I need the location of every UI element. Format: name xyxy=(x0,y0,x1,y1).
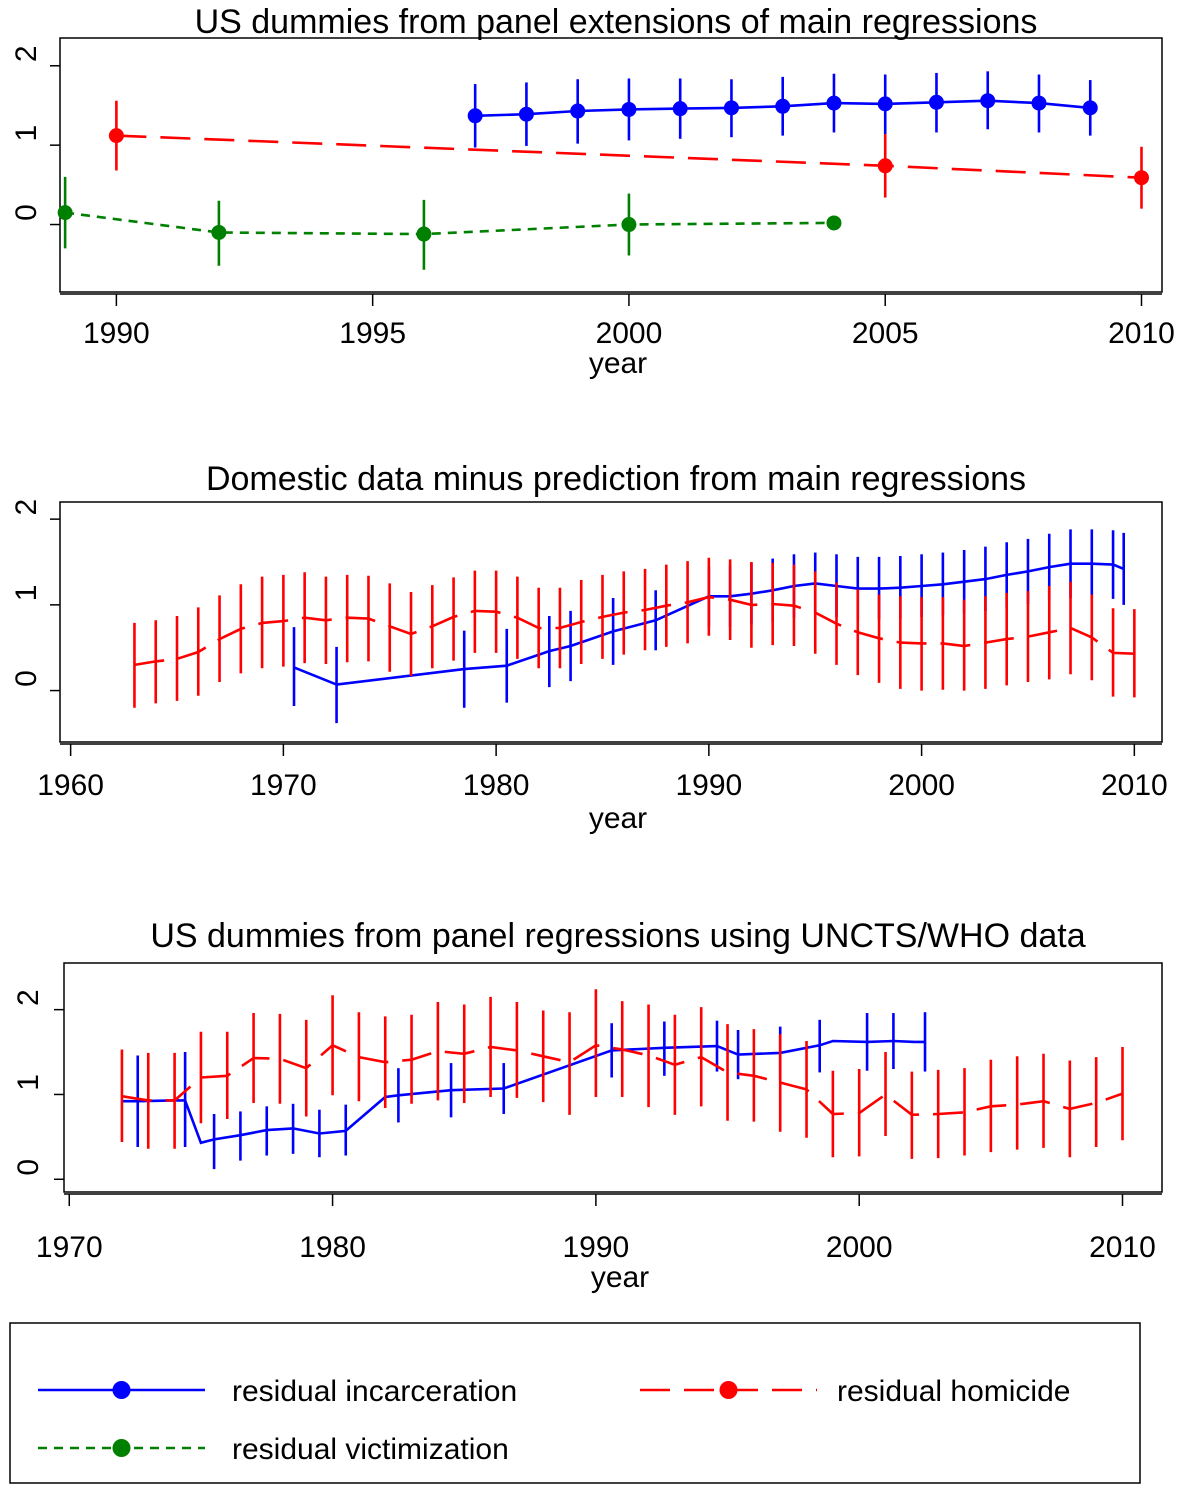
x-tick-label: 1990 xyxy=(563,1231,630,1264)
legend: residual incarceration residual homicide r… xyxy=(9,1322,1141,1484)
legend-marker-homicide xyxy=(719,1381,738,1399)
panel-domestic-data-minus-prediction: Domestic data minus prediction from main… xyxy=(10,460,1168,835)
y-tick-label: 0 xyxy=(12,1159,45,1176)
series-line-homicide xyxy=(134,595,1135,667)
x-axis-label: year xyxy=(589,347,647,380)
y-tick-label: 0 xyxy=(10,204,43,221)
data-point-incarceration xyxy=(518,106,534,122)
series-homicide xyxy=(108,100,1149,209)
data-point-incarceration xyxy=(672,101,688,117)
x-tick-label: 1990 xyxy=(675,769,742,802)
x-tick-label: 1990 xyxy=(83,317,150,350)
data-point-incarceration xyxy=(467,108,483,124)
series-incarceration xyxy=(467,71,1098,148)
series-incarceration xyxy=(121,1012,927,1170)
series-homicide xyxy=(133,557,1136,708)
plot-area xyxy=(59,501,1163,743)
data-point-victimization xyxy=(416,226,432,242)
legend-label-victimization: residual victimization xyxy=(232,1433,509,1466)
data-point-incarceration xyxy=(980,93,996,109)
series-line-homicide xyxy=(121,1043,1123,1117)
x-tick-label: 2005 xyxy=(852,317,919,350)
panel-uncts-who-dummies: US dummies from panel regressions using … xyxy=(12,917,1163,1294)
chart-title: Domestic data minus prediction from main… xyxy=(206,460,1026,498)
x-tick-label: 1980 xyxy=(463,769,530,802)
y-tick-label: 0 xyxy=(10,670,43,687)
x-tick-label: 1995 xyxy=(339,317,406,350)
data-point-incarceration xyxy=(877,96,893,112)
data-point-victimization xyxy=(621,217,637,233)
x-tick-label: 1980 xyxy=(299,1231,366,1264)
data-point-incarceration xyxy=(1031,95,1047,111)
legend-marker-victimization xyxy=(112,1439,131,1457)
data-point-victimization xyxy=(826,215,842,231)
chart-title: US dummies from panel regressions using … xyxy=(150,917,1085,955)
data-point-victimization xyxy=(57,205,73,221)
x-tick-label: 1970 xyxy=(250,769,317,802)
data-point-homicide xyxy=(1133,170,1149,186)
plot-area xyxy=(63,962,1163,1193)
data-point-incarceration xyxy=(826,95,842,111)
data-point-incarceration xyxy=(928,94,944,110)
x-axis-label: year xyxy=(591,1261,649,1294)
x-tick-label: 1960 xyxy=(37,769,104,802)
data-point-incarceration xyxy=(570,103,586,119)
y-tick-label: 2 xyxy=(10,499,43,516)
series-homicide xyxy=(120,989,1124,1159)
legend-label-incarceration: residual incarceration xyxy=(232,1375,517,1408)
data-point-homicide xyxy=(877,158,893,174)
data-point-incarceration xyxy=(775,98,791,114)
data-point-victimization xyxy=(211,224,227,240)
y-tick-label: 2 xyxy=(12,989,45,1006)
y-tick-label: 1 xyxy=(10,585,43,602)
data-point-incarceration xyxy=(621,101,637,117)
y-tick-label: 1 xyxy=(12,1074,45,1091)
x-tick-label: 2000 xyxy=(596,317,663,350)
x-tick-label: 2010 xyxy=(1108,317,1175,350)
panel-incarceration-homicide-victimization-extensions: US dummies from panel extensions of main… xyxy=(10,3,1175,380)
legend-label-homicide: residual homicide xyxy=(837,1375,1070,1408)
series-line-incarceration xyxy=(121,1039,925,1145)
data-point-incarceration xyxy=(723,100,739,116)
data-point-incarceration xyxy=(1082,100,1098,116)
plot-area xyxy=(59,37,1163,293)
y-tick-label: 1 xyxy=(10,125,43,142)
x-tick-label: 2010 xyxy=(1101,769,1168,802)
x-axis-label: year xyxy=(589,802,647,835)
chart-title: US dummies from panel extensions of main… xyxy=(195,3,1038,41)
x-tick-label: 2000 xyxy=(826,1231,893,1264)
legend-box xyxy=(9,1322,1141,1484)
x-tick-label: 1970 xyxy=(36,1231,103,1264)
legend-marker-incarceration xyxy=(112,1381,131,1399)
data-point-homicide xyxy=(108,128,124,144)
series-victimization xyxy=(57,176,842,270)
y-tick-label: 2 xyxy=(10,45,43,62)
x-tick-label: 2010 xyxy=(1089,1231,1156,1264)
x-tick-label: 2000 xyxy=(888,769,955,802)
